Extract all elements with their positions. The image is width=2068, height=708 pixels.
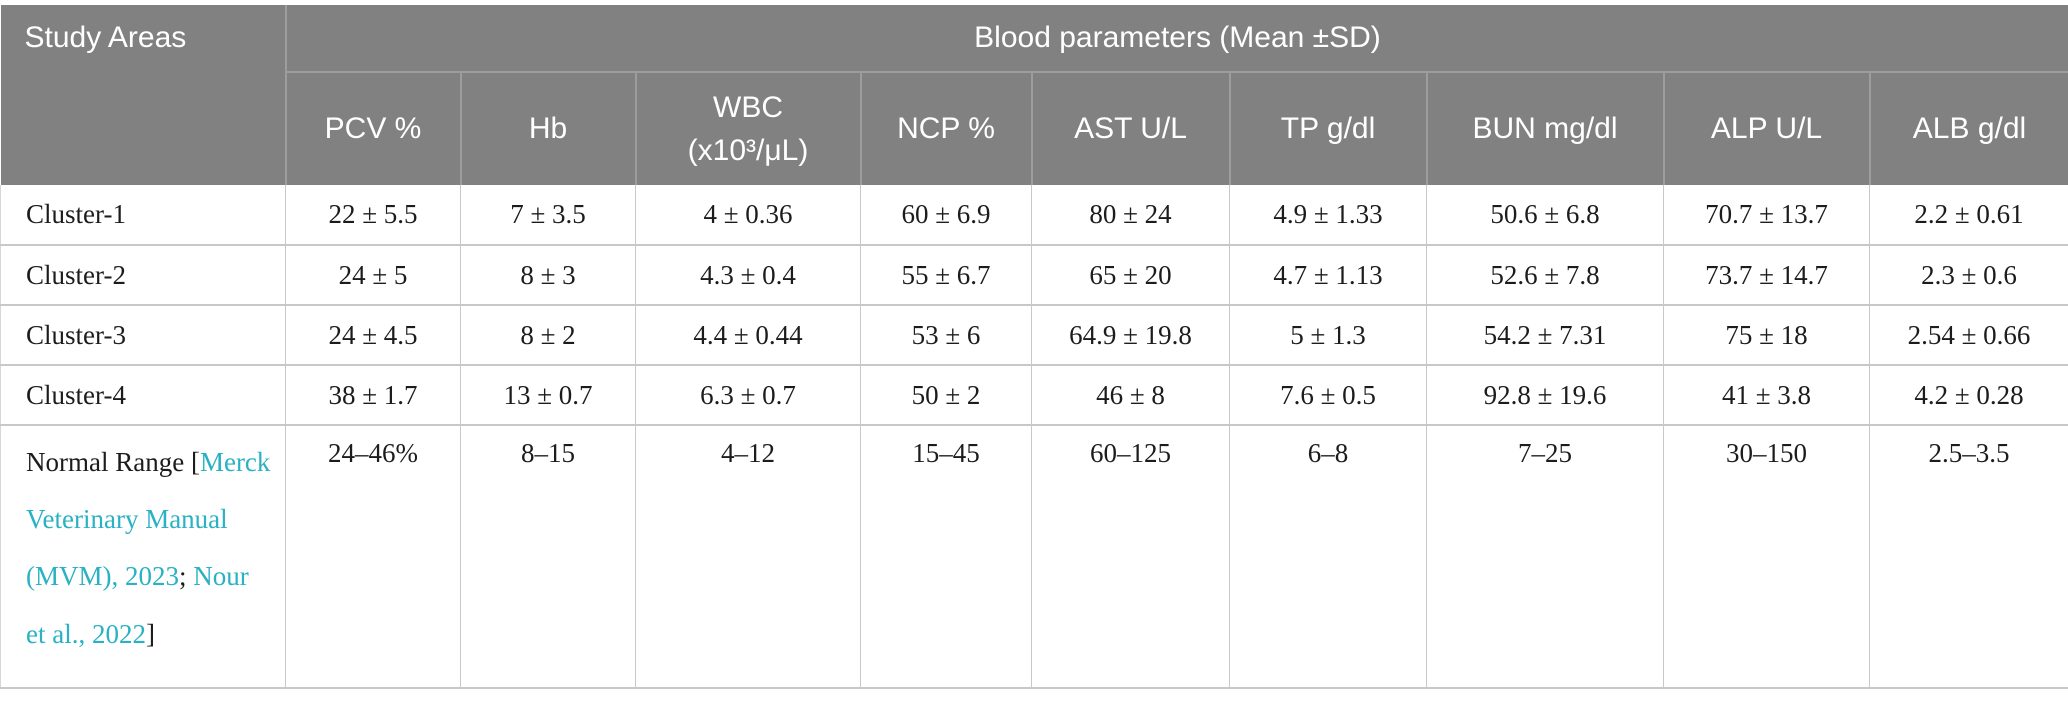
value-cell: 2.5–3.5 — [1869, 424, 2068, 689]
value-cell: 80 ± 24 — [1031, 185, 1230, 246]
column-header: WBC (x10³/μL) — [634, 72, 861, 185]
table-row: Cluster-4 38 ± 1.7 13 ± 0.7 6.3 ± 0.7 50 ± 2… — [0, 364, 2068, 426]
value-cell: 22 ± 5.5 — [285, 185, 461, 246]
value-cell: 52.6 ± 7.8 — [1426, 244, 1664, 306]
value-cell: 15–45 — [860, 424, 1032, 689]
value-cell: 4 ± 0.36 — [635, 185, 861, 246]
value-cell: 60 ± 6.9 — [860, 185, 1032, 246]
column-header: BUN mg/dl — [1425, 72, 1664, 185]
column-header: NCP % — [859, 72, 1032, 185]
table-body: Cluster-1 22 ± 5.5 7 ± 3.5 4 ± 0.36 60 ± 6.9… — [0, 185, 2068, 689]
value-cell: 7–25 — [1426, 424, 1664, 689]
value-cell: 60–125 — [1031, 424, 1230, 689]
value-cell: 41 ± 3.8 — [1663, 364, 1870, 426]
value-cell: 54.2 ± 7.31 — [1426, 304, 1664, 366]
table-row: Cluster-1 22 ± 5.5 7 ± 3.5 4 ± 0.36 60 ± 6.9… — [0, 185, 2068, 246]
value-cell: 2.2 ± 0.61 — [1869, 185, 2068, 246]
citation-link-merck-veterinary-manual[interactable]: Merck Veterinary Manual (MVM), 2023 — [26, 447, 271, 592]
value-cell: 6–8 — [1229, 424, 1427, 689]
value-cell: 4.9 ± 1.33 — [1229, 185, 1427, 246]
row-label: Cluster-2 — [0, 244, 286, 306]
column-header: TP g/dl — [1228, 72, 1427, 185]
group-header-row: Study Areas Blood parameters (Mean ±SD) — [0, 5, 2068, 185]
value-cell: 13 ± 0.7 — [460, 364, 636, 426]
value-cell: 5 ± 1.3 — [1229, 304, 1427, 366]
value-cell: 4–12 — [635, 424, 861, 689]
value-cell: 8 ± 2 — [460, 304, 636, 366]
corner-header-study-areas: Study Areas — [0, 5, 287, 185]
value-cell: 75 ± 18 — [1663, 304, 1870, 366]
column-header-row: PCV % Hb WBC (x10³/μL) NCP % AST U/L TP g/dl BU… — [1, 72, 2068, 185]
value-cell: 4.7 ± 1.13 — [1229, 244, 1427, 306]
value-cell: 2.54 ± 0.66 — [1869, 304, 2068, 366]
value-cell: 30–150 — [1663, 424, 1870, 689]
value-cell: 38 ± 1.7 — [285, 364, 461, 426]
value-cell: 50.6 ± 6.8 — [1426, 185, 1664, 246]
value-cell: 8–15 — [460, 424, 636, 689]
row-label: Cluster-4 — [0, 364, 286, 426]
value-cell: 2.3 ± 0.6 — [1869, 244, 2068, 306]
row-label: Cluster-1 — [0, 185, 286, 246]
value-cell: 4.3 ± 0.4 — [635, 244, 861, 306]
value-cell: 92.8 ± 19.6 — [1426, 364, 1664, 426]
value-cell: 7 ± 3.5 — [460, 185, 636, 246]
value-cell: 24–46% — [285, 424, 461, 689]
value-cell: 53 ± 6 — [860, 304, 1032, 366]
column-header: AST U/L — [1030, 72, 1230, 185]
column-header: ALP U/L — [1662, 72, 1870, 185]
value-cell: 65 ± 20 — [1031, 244, 1230, 306]
row-label: Normal Range [Merck Veterinary Manual (M… — [0, 424, 286, 689]
column-header: PCV % — [285, 72, 461, 185]
table-row: Cluster-3 24 ± 4.5 8 ± 2 4.4 ± 0.44 53 ± 6 64… — [0, 304, 2068, 366]
value-cell: 64.9 ± 19.8 — [1031, 304, 1230, 366]
row-label: Cluster-3 — [0, 304, 286, 366]
value-cell: 70.7 ± 13.7 — [1663, 185, 1870, 246]
column-header: Hb — [459, 72, 636, 185]
value-cell: 50 ± 2 — [860, 364, 1032, 426]
value-cell: 73.7 ± 14.7 — [1663, 244, 1870, 306]
blood-parameters-table: Study Areas Blood parameters (Mean ±SD) … — [0, 5, 2068, 689]
column-header: ALB g/dl — [1868, 72, 2068, 185]
value-cell: 46 ± 8 — [1031, 364, 1230, 426]
blood-parameters-table-wrap: Study Areas Blood parameters (Mean ±SD) … — [0, 5, 2068, 689]
value-cell: 55 ± 6.7 — [860, 244, 1032, 306]
value-cell: 6.3 ± 0.7 — [635, 364, 861, 426]
value-cell: 24 ± 4.5 — [285, 304, 461, 366]
value-cell: 4.2 ± 0.28 — [1869, 364, 2068, 426]
value-cell: 4.4 ± 0.44 — [635, 304, 861, 366]
value-cell: 8 ± 3 — [460, 244, 636, 306]
citation-link-nour-et-al[interactable]: Nour et al., 2022 — [26, 561, 249, 649]
table-row: Normal Range [Merck Veterinary Manual (M… — [0, 424, 2068, 689]
value-cell: 24 ± 5 — [285, 244, 461, 306]
value-cell: 7.6 ± 0.5 — [1229, 364, 1427, 426]
group-header-blood-parameters: Blood parameters (Mean ±SD) — [285, 5, 2068, 73]
